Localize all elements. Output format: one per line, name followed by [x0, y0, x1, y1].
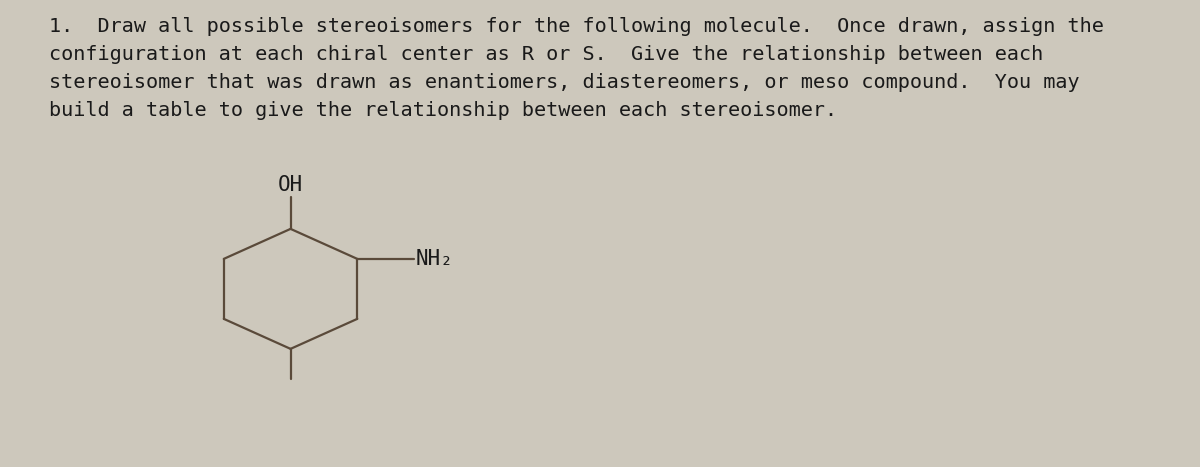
- Text: 1.  Draw all possible stereoisomers for the following molecule.  Once drawn, ass: 1. Draw all possible stereoisomers for t…: [49, 17, 1104, 120]
- Text: OH: OH: [278, 175, 304, 195]
- Text: NH₂: NH₂: [416, 249, 454, 269]
